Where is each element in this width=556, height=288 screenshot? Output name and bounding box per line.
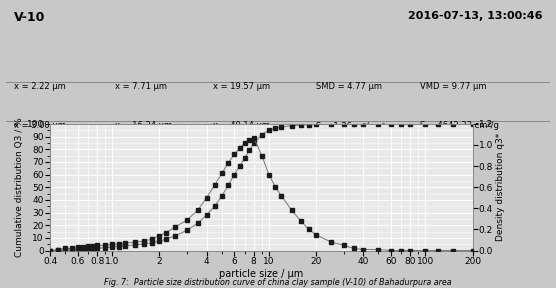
Text: x = 3.00 μm: x = 3.00 μm [14,122,66,130]
Text: x = 2.22 μm: x = 2.22 μm [14,82,66,91]
Text: S = 1.26 m²/cm³: S = 1.26 m²/cm³ [316,122,385,130]
Text: V-10: V-10 [14,11,45,24]
Y-axis label: Density distribution q3*: Density distribution q3* [496,133,505,241]
Text: VMD = 9.77 μm: VMD = 9.77 μm [420,82,486,91]
Text: x = 16.24 μm: x = 16.24 μm [115,122,172,130]
Text: SMD = 4.77 μm: SMD = 4.77 μm [316,82,382,91]
Text: 2016-07-13, 13:00:46: 2016-07-13, 13:00:46 [408,11,542,21]
Text: x = 19.57 μm: x = 19.57 μm [212,82,270,91]
Text: x = 40.14 μm: x = 40.14 μm [212,122,270,130]
Text: Fig. 7:  Particle size distribution curve of china clay sample (V-10) of Bahadur: Fig. 7: Particle size distribution curve… [104,278,452,287]
X-axis label: particle size / μm: particle size / μm [219,269,304,278]
Text: x = 7.71 μm: x = 7.71 μm [115,82,167,91]
Y-axis label: Cumulative distribution Q3 / %: Cumulative distribution Q3 / % [15,117,24,257]
Text: S = 4642.33 cm²/g: S = 4642.33 cm²/g [420,122,499,130]
